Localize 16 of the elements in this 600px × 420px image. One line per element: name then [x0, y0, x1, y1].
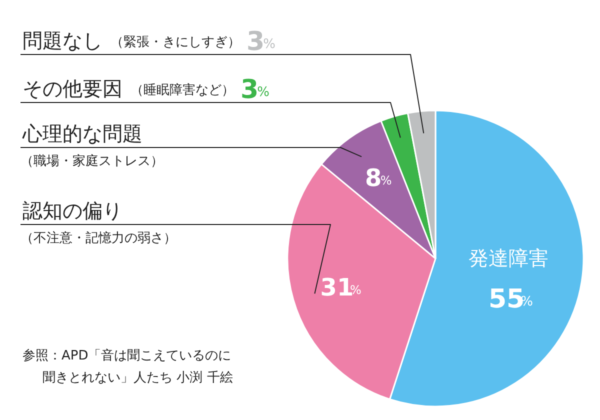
data-label: 3% — [246, 27, 276, 57]
slice-label: 心理的な問題 — [22, 122, 142, 146]
text: （緊張・きにしすぎ） — [110, 35, 240, 50]
data-label: 31% — [320, 274, 362, 302]
data-label: 3% — [240, 75, 270, 105]
text: （職場・家庭ストレス） — [20, 153, 164, 169]
slice-label: 発達障害 — [468, 246, 549, 270]
data-label: 8% — [364, 164, 392, 192]
slice-label: 問題なし — [22, 28, 102, 52]
data-label: 55% — [488, 284, 533, 315]
slice-label: その他要因 — [22, 76, 122, 100]
text: （不注意・記憶力の弱さ） — [20, 231, 176, 246]
text: （睡眠障害など） — [130, 82, 234, 98]
slice-label: 認知の偏り — [22, 198, 122, 222]
text: 聞きとれない」人たち 小渕 千絵 — [42, 370, 233, 386]
text: 参照：APD「音は聞こえているのに — [22, 348, 232, 364]
